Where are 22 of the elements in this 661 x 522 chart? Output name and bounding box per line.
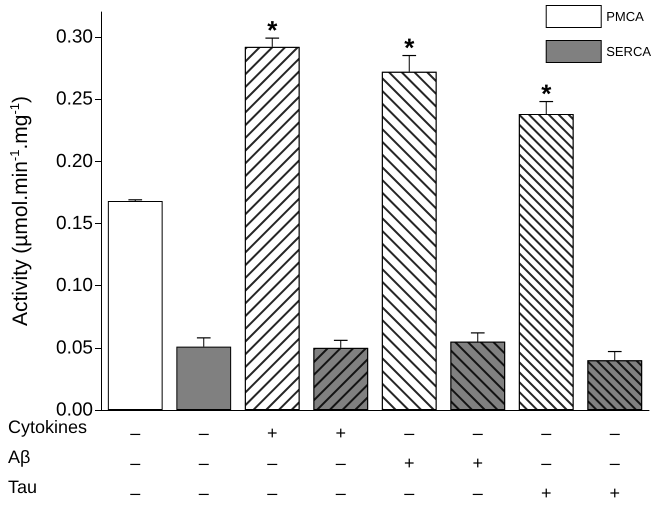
x-tick-label: + – – <box>266 423 278 503</box>
y-tick-label: 0.10 <box>56 275 93 296</box>
legend-label: PMCA <box>606 9 644 24</box>
x-tick-label: – – – <box>198 423 209 503</box>
y-tick-label: 0.05 <box>56 337 93 358</box>
text: Aβ <box>8 447 30 467</box>
y-tick-label: 0.25 <box>56 88 93 110</box>
y-tick-label: 0.20 <box>56 150 93 172</box>
data-label: * <box>404 32 416 63</box>
x-tick-label: – – – <box>130 423 140 503</box>
legend-label: SERCA <box>606 44 652 59</box>
y-tick-label: 0.15 <box>56 212 93 234</box>
y-tick-label: 0.30 <box>56 26 93 48</box>
x-tick-label: – + – <box>472 423 484 503</box>
x-tick-label: – – + <box>609 423 620 503</box>
x-tick-label: + – – <box>335 423 346 503</box>
data-label: * <box>541 78 552 109</box>
data-label: * <box>267 15 278 46</box>
y-axis-title: Activity (µmol.min-1.mg-1) <box>7 96 32 326</box>
text: Tau <box>8 477 38 497</box>
x-tick-label: – – + <box>540 423 552 503</box>
x-tick-label: – + – <box>404 423 415 503</box>
